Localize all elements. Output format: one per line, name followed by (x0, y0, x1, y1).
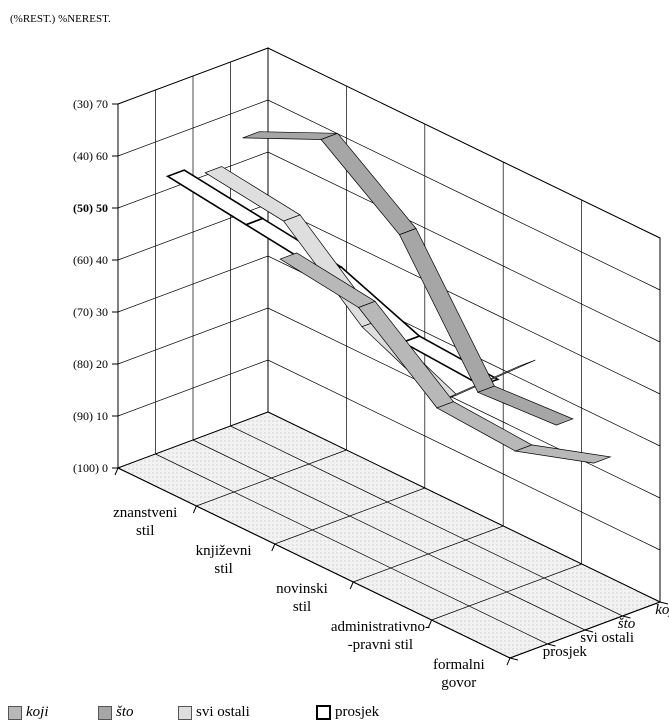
series-axis-label: prosjek (543, 644, 588, 660)
series-koji (279, 252, 612, 464)
z-tick-label: (30) 70 (73, 97, 108, 111)
category-label: književni stil (196, 543, 252, 577)
ribbon-segment (476, 385, 574, 426)
legend-swatch (316, 705, 331, 720)
x-tick (271, 543, 276, 552)
series-sto (242, 131, 574, 426)
gridline-z (117, 151, 661, 343)
z-tick-label: (50) 50 (73, 201, 108, 215)
series-axis-label: koji (655, 602, 669, 618)
gridline-z (117, 307, 661, 499)
z-tick-label: (60) 40 (73, 253, 108, 267)
legend-item: prosjek (316, 704, 379, 721)
legend-swatch (98, 705, 112, 720)
category-label: znanstveni stil (113, 505, 177, 539)
chart-floor (114, 411, 669, 666)
depth-tick (622, 615, 631, 619)
legend-item: koji (8, 704, 49, 721)
legend-item: svi ostali (178, 704, 250, 721)
z-tick-label: (70) 30 (73, 305, 108, 319)
legend-label: što (116, 704, 134, 720)
chart-labels: (30) 70 (40) 60 (50) 50 (60) 40 (70) 30 (80) … (10, 13, 669, 691)
x-axis-line (117, 467, 511, 659)
gridline-z (117, 47, 661, 239)
depth-tick (509, 657, 519, 661)
category-label: formalni govor (433, 657, 485, 691)
legend-label: koji (26, 704, 49, 720)
z-tick-label: (90) 10 (73, 409, 108, 423)
ribbon-segment (514, 444, 612, 464)
axis-title: (%REST.) %NEREST. (10, 13, 111, 25)
legend-item: što (98, 704, 134, 721)
category-label: novinski stil (276, 581, 328, 615)
gridline-z (117, 255, 661, 447)
legend-label: prosjek (335, 704, 380, 720)
depth-tick (659, 601, 669, 605)
x-tick (428, 619, 433, 628)
chart-ribbons (165, 131, 612, 464)
z-tick-label: (100) 0 (73, 461, 108, 475)
category-label: administrativno--pravni stil (331, 619, 430, 653)
z-tick-label: (80) 20 (73, 357, 108, 371)
x-tick (506, 657, 511, 666)
gridline-z (117, 359, 661, 551)
x-tick (114, 467, 119, 476)
floor-grid-y (155, 453, 548, 645)
floor-grid-y (192, 439, 586, 631)
x-tick (192, 505, 197, 514)
depth-tick (584, 629, 594, 633)
legend-swatch (8, 705, 22, 720)
depth-tick (547, 643, 556, 647)
legend-label: svi ostali (196, 704, 250, 720)
legend-swatch (178, 705, 192, 720)
series-axis-label: što (618, 616, 636, 632)
series-axis-label: svi ostali (580, 630, 634, 646)
gridline-z (117, 99, 661, 291)
floor-grid-y (230, 425, 623, 617)
z-tick-label: (40) 60 (73, 149, 108, 163)
x-tick (349, 581, 354, 590)
